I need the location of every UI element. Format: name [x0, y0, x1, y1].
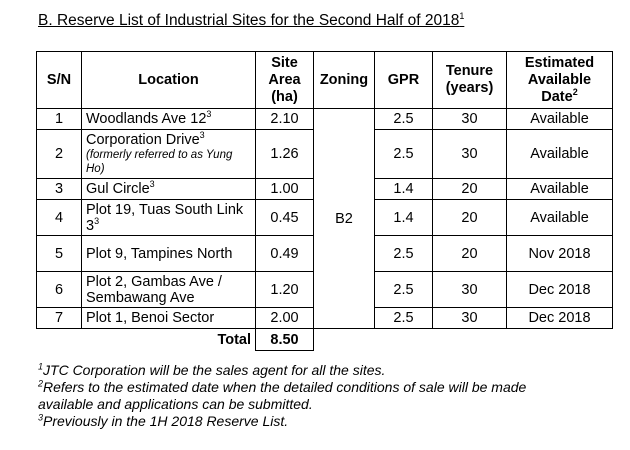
row-location: Plot 9, Tampines North	[81, 235, 256, 272]
row-gpr: 1.4	[374, 199, 433, 236]
row-area: 0.49	[255, 235, 314, 272]
row-sn: 7	[36, 307, 82, 329]
row-sn: 1	[36, 108, 82, 130]
row-location: Plot 2, Gambas Ave / Sembawang Ave	[81, 271, 256, 308]
row-area: 1.00	[255, 178, 314, 200]
row-sn: 3	[36, 178, 82, 200]
header-location: Location	[81, 51, 256, 109]
header-zoning: Zoning	[313, 51, 375, 109]
row-date: Available	[506, 178, 613, 200]
table-row: 3 Gul Circle3 1.00 1.4 20 Available	[36, 178, 613, 200]
row-tenure: 20	[432, 199, 507, 236]
footnote: 3Previously in the 1H 2018 Reserve List.	[38, 412, 289, 429]
row-gpr: 2.5	[374, 235, 433, 272]
row-area: 0.45	[255, 199, 314, 236]
row-tenure: 20	[432, 178, 507, 200]
row-date: Available	[506, 199, 613, 236]
row-tenure: 30	[432, 271, 507, 308]
footnote: 2Refers to the estimated date when the d…	[38, 378, 527, 395]
row-date: Dec 2018	[506, 307, 613, 329]
row-tenure: 20	[432, 235, 507, 272]
row-area: 2.00	[255, 307, 314, 329]
row-date: Dec 2018	[506, 271, 613, 308]
row-location: Corporation Drive3 (formerly referred to …	[81, 129, 256, 179]
row-gpr: 2.5	[374, 271, 433, 308]
row-tenure: 30	[432, 129, 507, 179]
row-area: 2.10	[255, 108, 314, 130]
section-title: B. Reserve List of Industrial Sites for …	[38, 10, 465, 29]
header-available-date: Estimated Available Date2	[506, 51, 613, 109]
footnotes: 1JTC Corporation will be the sales agent…	[38, 362, 526, 430]
row-location: Plot 19, Tuas South Link 33	[81, 199, 256, 236]
total-label: Total	[217, 331, 251, 348]
row-date: Available	[506, 129, 613, 179]
row-date: Nov 2018	[506, 235, 613, 272]
row-location-note: (formerly referred to as Yung Ho)	[86, 149, 233, 175]
header-site-area: Site Area (ha)	[255, 51, 314, 109]
zoning-cell: B2	[313, 108, 375, 329]
row-gpr: 2.5	[374, 307, 433, 329]
header-tenure: Tenure (years)	[432, 51, 507, 109]
header-gpr: GPR	[374, 51, 433, 109]
table-row: 7 Plot 1, Benoi Sector 2.00 2.5 30 Dec 2…	[36, 307, 613, 329]
row-sn: 5	[36, 235, 82, 272]
table-row: 2 Corporation Drive3 (formerly referred t…	[36, 129, 613, 179]
total-row: Total 8.50	[37, 328, 613, 351]
row-tenure: 30	[432, 108, 507, 130]
row-sn: 4	[36, 199, 82, 236]
table-row: 1 Woodlands Ave 123 2.10 B2 2.5 30 Avail…	[36, 108, 613, 329]
row-date: Available	[506, 108, 613, 130]
row-area: 1.20	[255, 271, 314, 308]
row-tenure: 30	[432, 307, 507, 329]
row-gpr: 2.5	[374, 108, 433, 130]
footnote-continuation: available and applications can be submit…	[38, 396, 313, 412]
row-location: Plot 1, Benoi Sector	[81, 307, 256, 329]
row-sn: 6	[36, 271, 82, 308]
row-sn: 2	[36, 129, 82, 179]
reserve-list-table: S/N Location Site Area (ha) Zoning GPR T…	[36, 51, 613, 351]
row-area: 1.26	[255, 129, 314, 179]
row-location: Woodlands Ave 123	[81, 108, 256, 130]
table-header-row: S/N Location Site Area (ha) Zoning GPR T…	[36, 51, 613, 109]
row-gpr: 2.5	[374, 129, 433, 179]
row-location: Gul Circle3	[81, 178, 256, 200]
table-row: 5 Plot 9, Tampines North 0.49 2.5 20 Nov…	[36, 235, 613, 272]
total-value: 8.50	[255, 328, 314, 351]
header-sn: S/N	[36, 51, 82, 109]
row-gpr: 1.4	[374, 178, 433, 200]
footnote: 1JTC Corporation will be the sales agent…	[38, 361, 386, 378]
